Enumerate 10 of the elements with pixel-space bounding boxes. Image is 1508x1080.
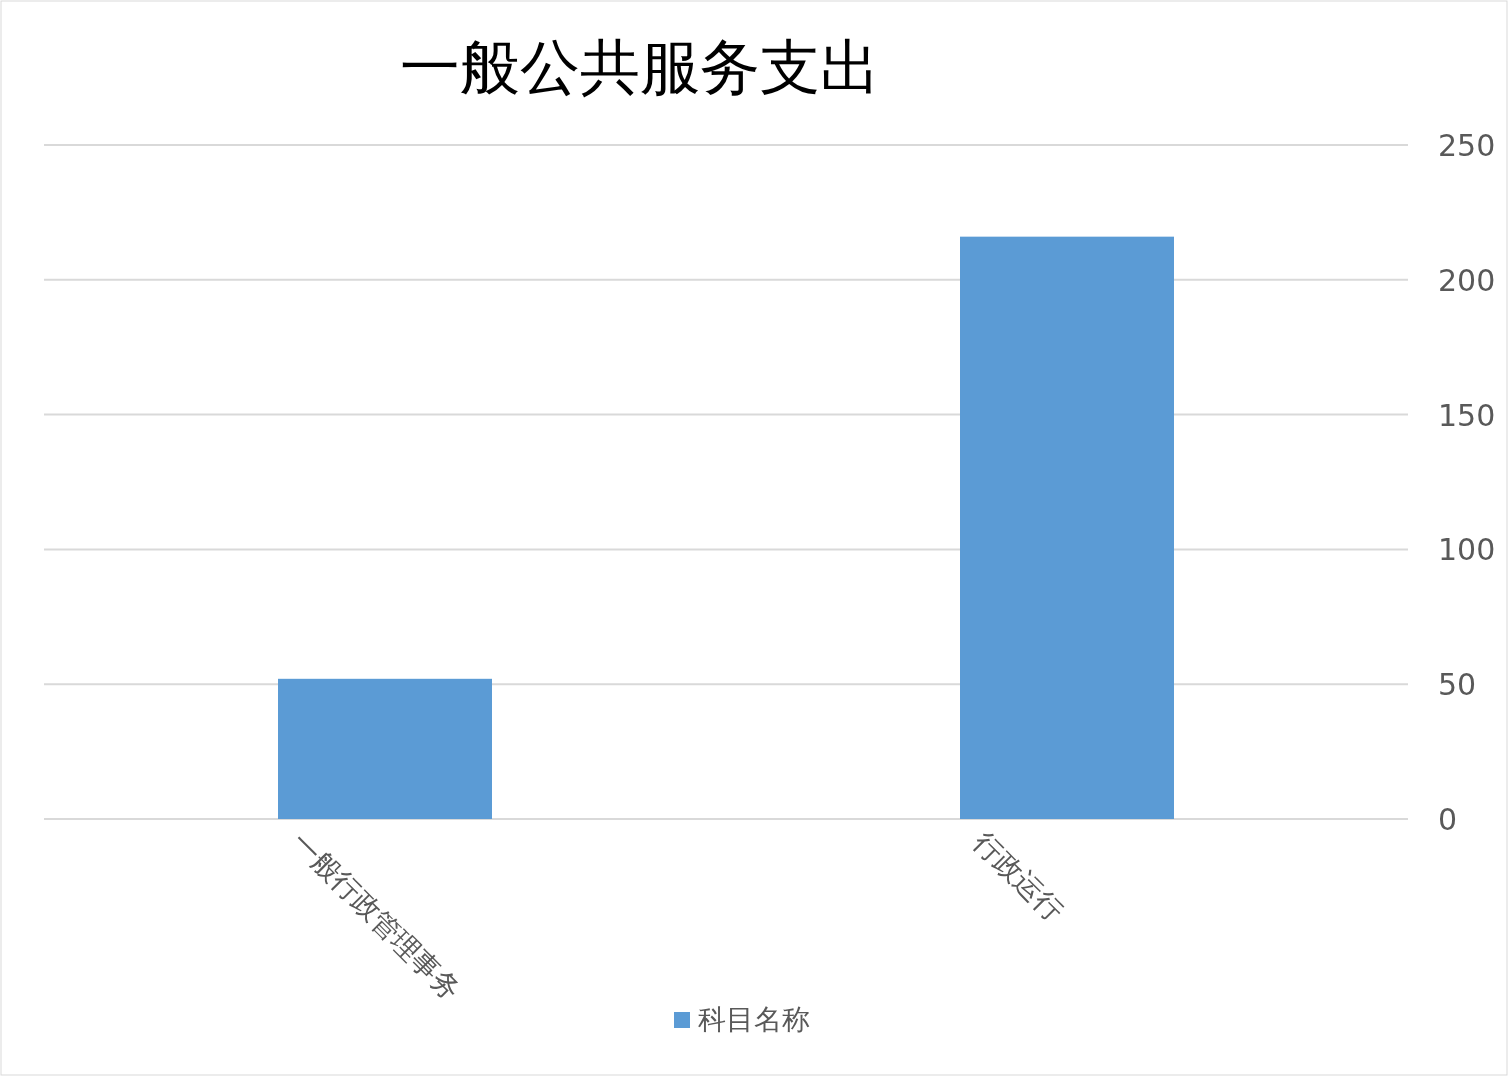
- y-tick-label: 150: [1438, 397, 1496, 433]
- y-tick-label: 100: [1438, 532, 1496, 568]
- y-tick-label: 0: [1438, 802, 1458, 837]
- x-tick-label: 一般行政管理事务: [285, 825, 468, 1008]
- y-tick-label: 250: [1438, 128, 1496, 163]
- y-tick-label: 200: [1438, 262, 1496, 298]
- x-tick-label: 行政运行: [967, 825, 1070, 928]
- y-tick-label: 50: [1438, 667, 1477, 703]
- legend-label: 科目名称: [698, 1003, 810, 1036]
- chart-title: 一般公共服务支出: [400, 32, 880, 102]
